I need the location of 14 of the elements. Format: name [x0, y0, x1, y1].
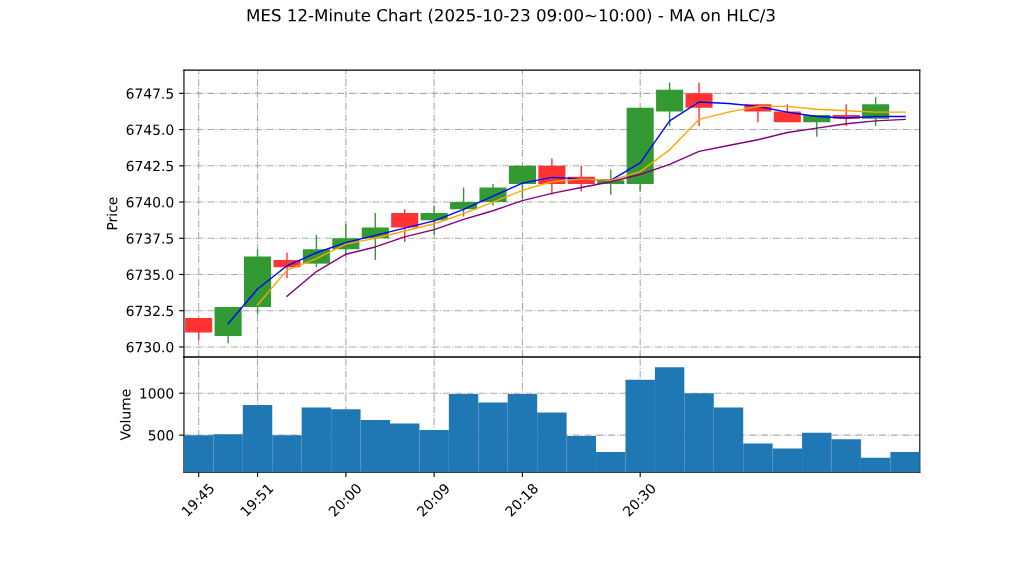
y-tick-label: 500: [148, 430, 174, 441]
y-axis-title: Price: [106, 197, 118, 230]
line-series: [286, 118, 906, 297]
y-tick-label: 6732.5: [126, 305, 174, 317]
y-axis-title: Volume: [119, 389, 131, 441]
chart-title: MES 12-Minute Chart (2025-10-23 09:00~10:00) - MA on HLC/3: [247, 8, 775, 24]
y-tick-label: 6737.5: [126, 233, 174, 244]
y-tick-label: 6747.5: [126, 88, 174, 99]
y-tick-label: 6730.0: [126, 341, 174, 353]
y-tick-label: 6735.0: [126, 269, 174, 280]
y-tick-label: 1000: [140, 388, 174, 399]
y-tick-label: 6745.0: [126, 124, 174, 136]
y-tick-label: 6740.0: [126, 197, 174, 208]
y-tick-label: 6742.5: [126, 160, 174, 172]
